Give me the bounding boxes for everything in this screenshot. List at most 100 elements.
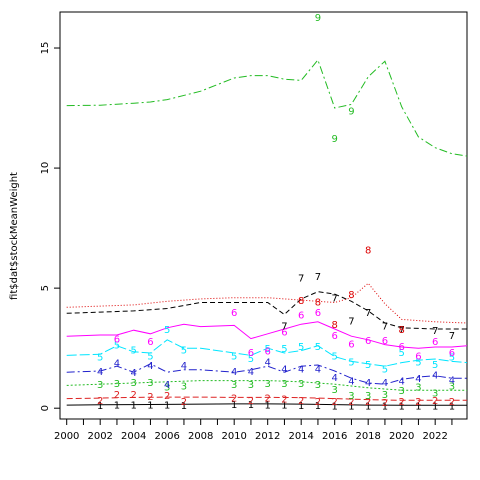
data-point-age-5: 5 (281, 344, 287, 355)
data-point-age-5: 5 (114, 341, 120, 352)
series-line-age-6 (66, 321, 468, 349)
data-point-age-2: 2 (415, 397, 421, 408)
data-point-age-1: 1 (114, 401, 120, 412)
data-point-age-7: 7 (432, 326, 438, 337)
series-points: 1 1 1 1 1 1 1 1 1 1 1 1 1 1 1 1 1 1 1 122 2 2 22 2 2 2 2 2 2 2 2 2 2 2 2 2 2… (97, 13, 455, 413)
data-point-age-7: 7 (365, 308, 371, 319)
data-point-age-3: 3 (97, 380, 103, 391)
data-point-age-4: 4 (114, 359, 120, 370)
data-point-age-2: 2 (147, 392, 153, 403)
data-point-age-2: 2 (114, 390, 120, 401)
data-point-age-2: 2 (449, 397, 455, 408)
data-point-age-3: 3 (264, 379, 270, 390)
series-line-age-7 (66, 291, 467, 330)
series-line-age-4 (66, 363, 467, 385)
axes: 2000 2002 2004 2006 2008 2010 2012 2014 2016 2018… (40, 11, 468, 442)
data-point-age-1: 1 (449, 402, 455, 413)
data-point-age-5: 5 (131, 345, 137, 356)
data-point-age-8: 8 (315, 297, 321, 308)
x-tick-label: 2018 (355, 431, 380, 442)
data-point-age-9: 9 (331, 134, 337, 145)
data-point-age-3: 3 (331, 385, 337, 396)
data-point-age-2: 2 (315, 397, 321, 408)
plot-frame (59, 11, 468, 420)
data-point-age-1: 1 (382, 402, 388, 413)
data-point-age-4: 4 (281, 365, 287, 376)
data-point-age-2: 2 (248, 396, 254, 407)
data-point-age-6: 6 (114, 335, 120, 346)
data-point-age-2: 2 (231, 393, 237, 404)
x-tick-label: 2006 (154, 431, 179, 442)
data-point-age-3: 3 (147, 378, 153, 389)
x-tick-label: 2004 (121, 431, 146, 442)
data-point-age-3: 3 (164, 383, 170, 394)
data-point-age-1: 1 (131, 400, 137, 411)
data-point-age-1: 1 (315, 401, 321, 412)
data-point-age-1: 1 (432, 402, 438, 413)
data-point-age-9: 9 (348, 106, 354, 117)
data-point-age-2: 2 (298, 396, 304, 407)
data-point-age-8: 8 (365, 246, 371, 257)
series-lines (66, 58, 468, 406)
data-point-age-7: 7 (382, 321, 388, 332)
data-point-age-6: 6 (415, 351, 421, 362)
data-point-age-4: 4 (181, 361, 187, 372)
data-point-age-5: 5 (231, 351, 237, 362)
data-point-age-1: 1 (264, 400, 270, 411)
data-point-age-5: 5 (348, 357, 354, 368)
data-point-age-1: 1 (398, 402, 404, 413)
data-point-age-4: 4 (264, 357, 270, 368)
y-tick-label: 15 (40, 42, 51, 55)
data-point-age-6: 6 (365, 336, 371, 347)
data-point-age-4: 4 (298, 365, 304, 376)
data-point-age-5: 5 (415, 357, 421, 368)
data-point-age-1: 1 (181, 401, 187, 412)
data-point-age-1: 1 (348, 402, 354, 413)
data-point-age-9: 9 (315, 13, 321, 24)
data-point-age-5: 5 (97, 353, 103, 364)
data-point-age-3: 3 (432, 389, 438, 400)
data-point-age-3: 3 (365, 391, 371, 402)
data-point-age-3: 3 (114, 379, 120, 390)
data-point-age-3: 3 (415, 383, 421, 394)
data-point-age-7: 7 (348, 317, 354, 328)
data-point-age-1: 1 (147, 400, 153, 411)
x-tick-label: 2012 (255, 431, 280, 442)
data-point-age-5: 5 (449, 353, 455, 364)
data-point-age-4: 4 (231, 367, 237, 378)
data-point-age-6: 6 (331, 331, 337, 342)
data-point-age-2: 2 (365, 397, 371, 408)
data-point-age-3: 3 (382, 390, 388, 401)
x-tick-label: 2010 (221, 431, 246, 442)
x-tick-label: 2020 (389, 431, 414, 442)
data-point-age-2: 2 (97, 396, 103, 407)
data-point-age-5: 5 (248, 354, 254, 365)
data-point-age-4: 4 (382, 378, 388, 389)
data-point-age-4: 4 (164, 380, 170, 391)
data-point-age-6: 6 (298, 311, 304, 322)
data-point-age-3: 3 (315, 380, 321, 391)
y-tick-label: 10 (40, 162, 51, 175)
data-point-age-4: 4 (248, 367, 254, 378)
data-point-age-1: 1 (298, 401, 304, 412)
series-line-age-3 (66, 380, 467, 391)
data-point-age-4: 4 (449, 375, 455, 386)
data-point-age-7: 7 (449, 331, 455, 342)
series-line-age-2 (66, 396, 467, 401)
data-point-age-6: 6 (231, 308, 237, 319)
data-point-age-5: 5 (264, 344, 270, 355)
data-point-age-3: 3 (181, 381, 187, 392)
data-point-age-2: 2 (164, 391, 170, 402)
x-tick-label: 2008 (188, 431, 213, 442)
data-point-age-1: 1 (231, 400, 237, 411)
data-point-age-6: 6 (264, 347, 270, 358)
data-point-age-3: 3 (281, 379, 287, 390)
data-point-age-5: 5 (298, 342, 304, 353)
data-point-age-4: 4 (365, 378, 371, 389)
data-point-age-4: 4 (348, 377, 354, 388)
series-line-age-9 (66, 58, 468, 157)
data-point-age-1: 1 (281, 401, 287, 412)
data-point-age-6: 6 (449, 348, 455, 359)
x-tick-label: 2014 (288, 431, 313, 442)
data-point-age-1: 1 (248, 400, 254, 411)
